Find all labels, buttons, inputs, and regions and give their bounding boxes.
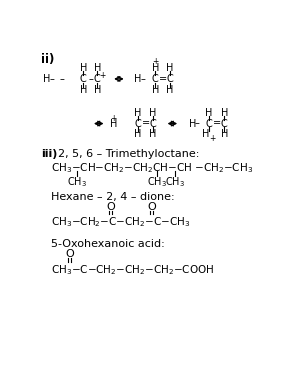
Text: H: H xyxy=(134,74,142,84)
Text: H: H xyxy=(80,85,87,95)
Text: O: O xyxy=(65,249,74,260)
Text: H: H xyxy=(134,108,141,118)
Text: –: – xyxy=(141,74,146,84)
Text: 5-Oxohexanoic acid:: 5-Oxohexanoic acid: xyxy=(51,239,164,249)
Text: H: H xyxy=(166,85,174,95)
Text: H: H xyxy=(152,63,159,73)
Text: H: H xyxy=(152,85,159,95)
Text: CH$_3$: CH$_3$ xyxy=(165,175,185,189)
Text: H: H xyxy=(149,129,157,139)
Text: CH$_3$$-$CH$-$CH$_2$$-$CH$_2$CH$-$CH $-$CH$_2$$-$CH$_3$: CH$_3$$-$CH$-$CH$_2$$-$CH$_2$CH$-$CH $-$… xyxy=(51,161,253,175)
Text: CH$_3$$-$CH$_2$$-$C$-$CH$_2$$-$C$-$CH$_3$: CH$_3$$-$CH$_2$$-$C$-$CH$_2$$-$C$-$CH$_3… xyxy=(51,215,190,229)
Text: H: H xyxy=(134,129,141,139)
Text: O: O xyxy=(106,202,115,212)
Text: =: = xyxy=(159,74,167,84)
Text: C: C xyxy=(150,119,156,128)
Text: CH$_3$: CH$_3$ xyxy=(67,175,87,189)
Text: 2, 5, 6 – Trimethyloctane:: 2, 5, 6 – Trimethyloctane: xyxy=(59,149,200,159)
Text: H: H xyxy=(43,74,50,84)
Text: =: = xyxy=(213,119,221,128)
Text: H: H xyxy=(93,63,101,73)
Text: =: = xyxy=(142,119,150,128)
Text: Hexane – 2, 4 – dione:: Hexane – 2, 4 – dione: xyxy=(51,192,174,202)
Text: H: H xyxy=(110,119,117,128)
Text: +: + xyxy=(110,114,117,123)
Text: +: + xyxy=(210,134,216,143)
Text: ii): ii) xyxy=(41,53,54,66)
Text: CH$_3$: CH$_3$ xyxy=(147,175,167,189)
Text: –: – xyxy=(195,119,200,128)
Text: CH$_3$$-$C$-$CH$_2$$-$CH$_2$$-$CH$_2$$-$COOH: CH$_3$$-$C$-$CH$_2$$-$CH$_2$$-$CH$_2$$-$… xyxy=(51,263,214,277)
Text: iii): iii) xyxy=(41,149,57,159)
Text: H: H xyxy=(205,108,213,118)
Text: C: C xyxy=(167,74,173,84)
Text: C: C xyxy=(152,74,159,84)
Text: C: C xyxy=(221,119,228,128)
Text: C: C xyxy=(206,119,212,128)
Text: –: – xyxy=(59,74,64,84)
Text: +: + xyxy=(99,71,106,80)
Text: H: H xyxy=(189,119,196,128)
Text: H: H xyxy=(166,63,174,73)
Text: C: C xyxy=(94,74,101,84)
Text: H: H xyxy=(202,129,209,139)
Text: +: + xyxy=(152,57,158,66)
Text: H: H xyxy=(80,63,87,73)
Text: H: H xyxy=(149,108,157,118)
Text: H: H xyxy=(93,85,101,95)
Text: –: – xyxy=(49,74,54,84)
Text: H: H xyxy=(220,108,228,118)
Text: C: C xyxy=(134,119,141,128)
Text: C: C xyxy=(80,74,87,84)
Text: –: – xyxy=(88,74,93,84)
Text: H: H xyxy=(220,129,228,139)
Text: O: O xyxy=(147,202,156,212)
